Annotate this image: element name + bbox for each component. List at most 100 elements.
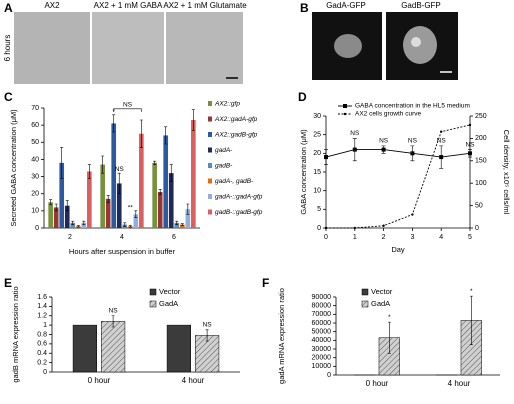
error-bar [205, 329, 209, 342]
y2-axis-label: Cell density, x10⁵ cells/ml [502, 130, 511, 215]
error-bar [49, 199, 53, 206]
bar [53, 207, 59, 228]
x-axis-label: Hours after suspension in buffer [69, 247, 176, 256]
y-axis-label: Secreted GABA concentration (μM) [9, 109, 18, 227]
y-tick-label: 90000 [312, 294, 332, 301]
bar [163, 135, 169, 228]
error-bar [191, 109, 195, 131]
y-tick-label: 50 [31, 139, 39, 146]
legend-label: AX2::gadB-gfp [214, 132, 258, 139]
x-tick-label: 6 [172, 234, 176, 241]
error-bar [175, 220, 179, 225]
annotation: NS [379, 138, 389, 145]
panel-label: B [300, 1, 309, 15]
y-tick-label: 1.2 [37, 313, 47, 320]
line [326, 124, 471, 229]
y-tick-label: 0.4 [37, 350, 47, 357]
bar [81, 222, 87, 228]
panel-label: E [4, 276, 12, 290]
error-bar [128, 225, 132, 228]
y-tick-label: 30000 [312, 346, 332, 353]
legend-swatch [208, 101, 212, 106]
x-tick-label: 0 [324, 234, 328, 241]
y-tick-label: 10 [313, 188, 321, 195]
point [468, 151, 472, 156]
y-tick-label: 50000 [312, 329, 332, 336]
bar [157, 192, 163, 228]
legend-swatch [208, 116, 212, 122]
legend-label: GABA concentration in the HL5 medium [355, 103, 470, 110]
panel-label: A [4, 1, 13, 15]
y2-tick-label: 150 [475, 158, 487, 165]
bar [70, 222, 76, 228]
error-bar [180, 223, 184, 226]
annotation: * [470, 288, 473, 295]
cell [334, 34, 362, 58]
error-bar [106, 195, 110, 203]
y-tick-label: 70 [31, 105, 39, 112]
y-tick-label: 80000 [312, 303, 332, 310]
legend-label: Vector [159, 287, 181, 296]
legend-label: Vector [371, 287, 393, 296]
legend-label: gadA- [215, 147, 233, 154]
error-bar [134, 210, 138, 219]
legend-label: GadA [371, 299, 390, 308]
y-axis-label: gadB mRNA expression ratio [11, 286, 20, 382]
error-bar [54, 203, 58, 212]
error-bar [87, 164, 91, 179]
bar [72, 324, 97, 373]
y-tick-label: 20 [31, 191, 39, 198]
legend-swatch [149, 288, 157, 296]
legend-marker [343, 112, 347, 116]
bar [139, 133, 144, 228]
image-title: AX2 + 1 mM GABA [94, 1, 163, 10]
annotation: NS [123, 102, 133, 109]
bar [191, 120, 196, 228]
x-tick-label: 0 hour [366, 379, 389, 388]
error-bar [60, 147, 64, 179]
error-bar [139, 119, 143, 148]
legend-swatch [208, 178, 212, 184]
legend-label: AX2::gfp [214, 101, 240, 108]
micrograph [92, 12, 164, 84]
y-tick-label: 10 [31, 208, 39, 215]
panel-label: C [4, 90, 13, 104]
point [324, 155, 328, 160]
y-tick-label: 60 [31, 122, 39, 129]
y-tick-label: 20 [313, 150, 321, 157]
annotation: NS [203, 322, 213, 329]
annotation: * [112, 109, 115, 116]
y-tick-label: 70000 [312, 311, 332, 318]
legend-swatch [208, 194, 212, 199]
error-bar [169, 164, 173, 183]
x-tick-label: 5 [468, 234, 472, 241]
x-tick-label: 2 [382, 234, 386, 241]
legend-swatch [208, 147, 212, 153]
x-tick-label: 4 hour [448, 379, 471, 388]
point [353, 226, 356, 230]
y-tick-label: 1.6 [37, 294, 47, 301]
annotation: NS [437, 138, 447, 145]
error-bar [82, 220, 86, 225]
y-tick-label: 25 [313, 132, 321, 139]
legend-marker [343, 104, 347, 108]
error-bar [117, 172, 121, 195]
error-bar [76, 225, 80, 228]
bar [179, 224, 185, 228]
bar [174, 222, 180, 228]
legend-label: gadB- [215, 163, 233, 170]
x-tick-label: 3 [410, 234, 414, 241]
point [352, 147, 357, 152]
micrograph [14, 12, 90, 84]
legend-swatch [208, 163, 212, 168]
y-tick-label: 30 [313, 113, 321, 120]
y2-tick-label: 100 [475, 180, 487, 187]
error-bar [65, 200, 69, 212]
legend-swatch [361, 288, 369, 296]
bar [87, 171, 92, 228]
bracket [113, 108, 142, 112]
legend-label: gadA-, gadB- [215, 178, 254, 185]
error-bar [112, 114, 116, 133]
annotation: ** [128, 205, 134, 212]
